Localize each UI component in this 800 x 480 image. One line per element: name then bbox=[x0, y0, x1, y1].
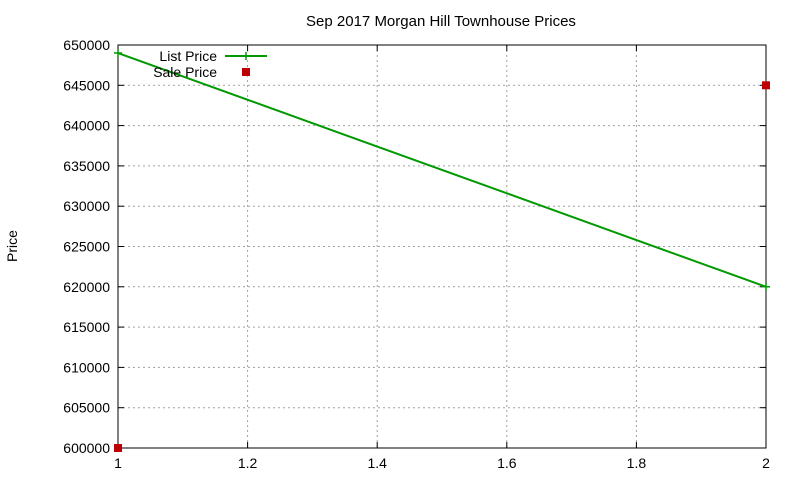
chart-title: Sep 2017 Morgan Hill Townhouse Prices bbox=[306, 13, 576, 30]
series-layer bbox=[114, 49, 770, 452]
y-tick-label: 650000 bbox=[63, 37, 110, 53]
grid-lines bbox=[118, 45, 766, 448]
list-price-point bbox=[114, 49, 122, 58]
y-tick-label: 615000 bbox=[63, 319, 110, 335]
legend-square-swatch bbox=[242, 68, 250, 76]
y-tick-label: 630000 bbox=[63, 198, 110, 214]
sale-price-point bbox=[114, 444, 122, 452]
sale-price-point bbox=[762, 81, 770, 90]
axis-ticks: 600000 605000 610000 615000 620000 625000 6300… bbox=[63, 37, 770, 471]
x-tick-label: 1.8 bbox=[627, 455, 647, 471]
y-tick-label: 640000 bbox=[63, 118, 110, 134]
y-tick-label: 600000 bbox=[63, 440, 110, 456]
x-tick-label: 1.2 bbox=[238, 455, 258, 471]
x-tick-label: 1 bbox=[114, 455, 122, 471]
y-axis-label: Price bbox=[4, 230, 20, 262]
x-tick-label: 1.6 bbox=[497, 455, 517, 471]
y-tick-label: 620000 bbox=[63, 279, 110, 295]
y-tick-label: 610000 bbox=[63, 359, 110, 375]
y-tick-label: 605000 bbox=[63, 400, 110, 416]
list-price-point bbox=[762, 282, 770, 291]
x-tick-label: 1.4 bbox=[367, 455, 387, 471]
y-tick-label: 635000 bbox=[63, 158, 110, 174]
y-tick-label: 645000 bbox=[63, 77, 110, 93]
legend-label: List Price bbox=[159, 48, 217, 64]
x-tick-label: 2 bbox=[762, 455, 770, 471]
plot-frame bbox=[117, 44, 767, 449]
list-price-line bbox=[117, 52, 767, 288]
y-tick-label: 625000 bbox=[63, 239, 110, 255]
legend-label: Sale Price bbox=[153, 64, 217, 80]
